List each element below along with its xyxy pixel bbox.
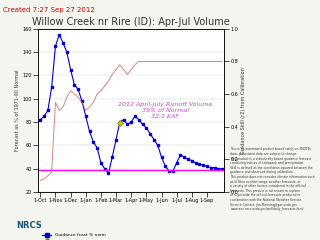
Y-axis label: Forecast as % of 1971-00 Normal: Forecast as % of 1971-00 Normal: [15, 70, 20, 151]
Text: NRCS: NRCS: [16, 221, 42, 230]
Title: Willow Creek nr Rire (ID): Apr-Jul Volume: Willow Creek nr Rire (ID): Apr-Jul Volum…: [32, 17, 230, 27]
Text: Created 7:27 Sep 27 2012: Created 7:27 Sep 27 2012: [3, 7, 95, 13]
Text: 2012 April-July Runoff Volume
39% of Normal
32.1 KAF: 2012 April-July Runoff Volume 39% of Nor…: [118, 102, 212, 119]
Y-axis label: Guidance Skill (r2) from Calibration: Guidance Skill (r2) from Calibration: [241, 67, 246, 154]
Legend: Guidance fcast % norm, Official fcast % norm, Guidance Skill (r2): Guidance fcast % norm, Official fcast % …: [41, 231, 108, 240]
Text: This is an automated product based solely on SNOTEL data, provisional data are s: This is an automated product based solel…: [230, 147, 315, 211]
